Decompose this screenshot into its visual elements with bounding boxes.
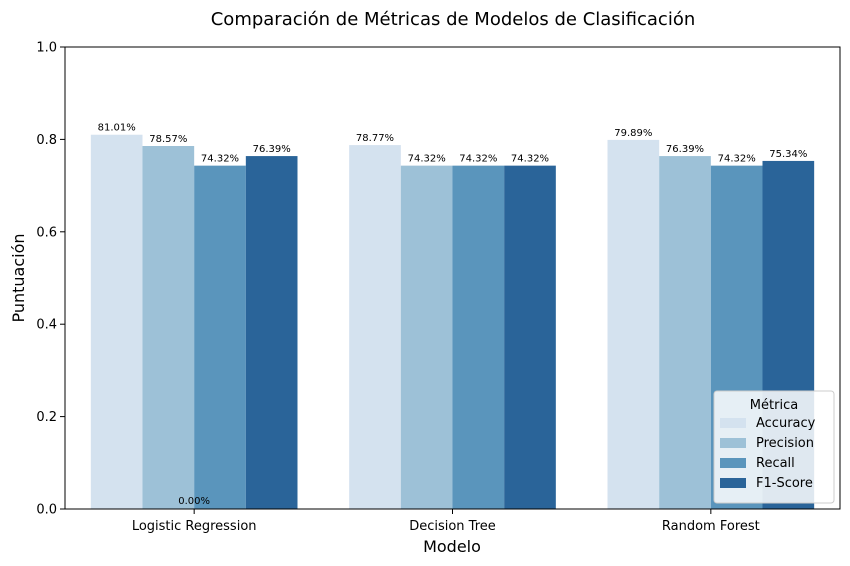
bar-recall: [452, 165, 505, 509]
y-tick-label: 0.2: [36, 410, 57, 425]
legend: Métrica Accuracy Precision Recall F1-Score: [713, 390, 835, 504]
bar-value-label: 74.32%: [511, 154, 549, 165]
y-tick-label: 0.6: [36, 225, 57, 240]
y-axis-title: Puntuación: [9, 233, 28, 322]
y-tick-label: 0.4: [36, 318, 57, 333]
bar-precision: [400, 165, 453, 509]
legend-label-accuracy: Accuracy: [756, 416, 816, 431]
legend-label-f1-score: F1-Score: [756, 476, 813, 491]
bar-precision: [659, 156, 711, 510]
x-tick-label: Logistic Regression: [132, 519, 257, 534]
bar-accuracy: [349, 145, 401, 510]
bar-f1-score: [245, 156, 298, 510]
bar-value-label: 78.57%: [149, 134, 187, 145]
plot-frame: [64, 46, 841, 510]
legend-swatch-accuracy: [720, 418, 746, 428]
chart-title: Comparación de Métricas de Modelos de Cl…: [211, 9, 696, 30]
y-tick-label: 1.0: [36, 41, 57, 56]
bar-f1-score: [504, 165, 556, 509]
bar-recall: [194, 165, 246, 509]
zero-value-label: 0.00%: [178, 496, 210, 507]
legend-title: Métrica: [750, 398, 798, 413]
legend-label-recall: Recall: [756, 456, 795, 471]
bar-value-label: 74.32%: [718, 154, 756, 165]
bar-value-label: 76.39%: [253, 144, 291, 155]
legend-swatch-f1-score: [720, 478, 746, 488]
y-tick-label: 0.8: [36, 133, 57, 148]
bar-accuracy: [90, 134, 143, 509]
bar-precision: [142, 146, 195, 510]
plot-area: 0.0 0.2 0.4 0.6 0.8 1.0 81.01% 78.57% 74.32% 76.3…: [36, 41, 841, 534]
x-axis-title: Modelo: [423, 537, 481, 556]
bar-value-label: 75.34%: [769, 149, 807, 160]
bar-value-label: 76.39%: [666, 144, 704, 155]
y-tick-label: 0.0: [36, 503, 57, 518]
bar-value-label: 79.89%: [614, 128, 652, 139]
x-tick-label: Decision Tree: [409, 519, 496, 534]
bar-value-label: 78.77%: [356, 133, 394, 144]
legend-swatch-recall: [720, 458, 746, 468]
bar-value-label: 74.32%: [201, 154, 239, 165]
bar-value-label: 81.01%: [98, 123, 136, 134]
bar-value-label: 74.32%: [459, 154, 497, 165]
legend-swatch-precision: [720, 438, 746, 448]
bar-accuracy: [607, 139, 660, 509]
bar-value-label: 74.32%: [408, 154, 446, 165]
x-tick-label: Random Forest: [662, 519, 760, 534]
legend-label-precision: Precision: [756, 436, 814, 451]
